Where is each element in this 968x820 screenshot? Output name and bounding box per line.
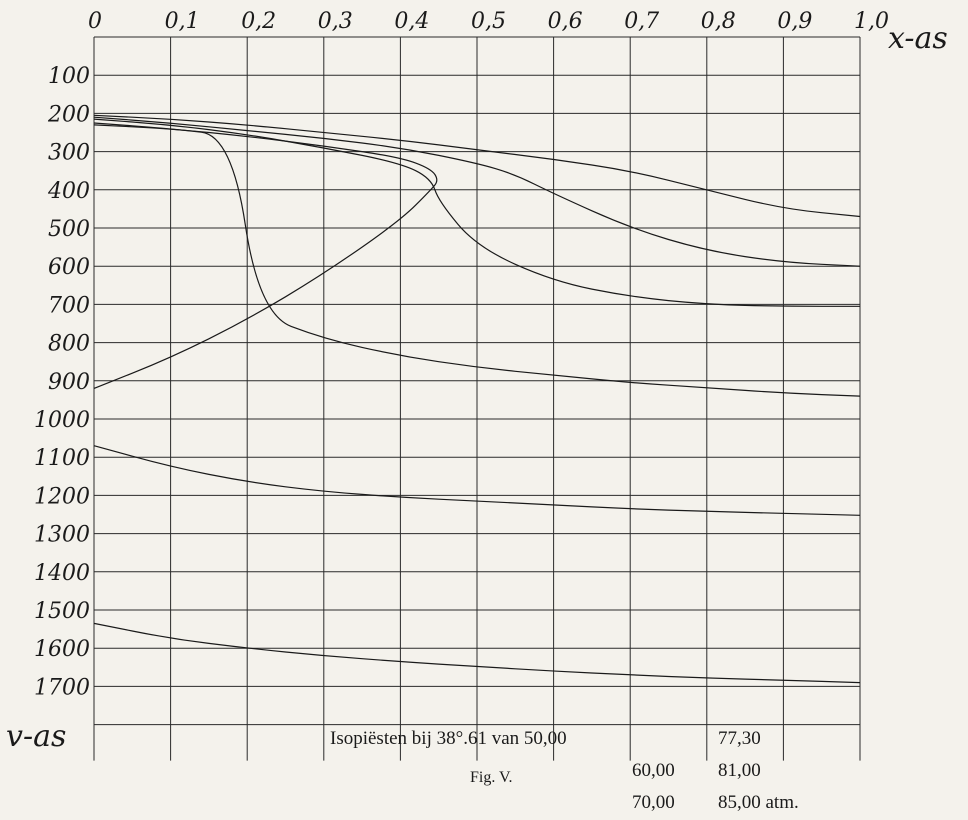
chart-grid: [93, 36, 861, 761]
isopieste-curve-1: [93, 114, 861, 218]
figure-label: Fig. V.: [470, 769, 513, 786]
x-tick-label: 0,7: [624, 9, 659, 34]
y-tick-label: 1200: [34, 484, 90, 509]
y-tick-label: 1100: [34, 446, 90, 471]
y-tick-label: 700: [48, 293, 90, 318]
x-tick-label: 0,5: [471, 9, 506, 34]
isopieste-curve-5: [93, 124, 438, 389]
x-tick-label: 0,6: [548, 9, 583, 34]
x-tick-label: 0,4: [394, 9, 429, 34]
caption-col2-1: 77,30: [718, 728, 761, 749]
y-tick-label: 500: [48, 217, 90, 242]
caption-line-1: Isopiësten bij 38°.61 van 50,00: [330, 728, 567, 749]
caption-col2-2: 81,00: [718, 760, 761, 781]
y-tick-label: 1000: [34, 408, 90, 433]
isopieste-curve-3: [93, 118, 860, 307]
isopieste-curve-2: [93, 116, 861, 267]
y-tick-label: 400: [47, 179, 90, 204]
caption-line-3: 70,00: [632, 792, 675, 813]
caption-col2-3: 85,00 atm.: [718, 792, 799, 813]
x-tick-label: 0,2: [241, 9, 276, 34]
y-tick-label: 800: [48, 332, 90, 357]
y-tick-label: 300: [48, 141, 90, 166]
y-tick-label: 100: [48, 64, 90, 89]
y-axis-label: v-as: [6, 719, 66, 754]
y-tick-label: 900: [48, 370, 90, 395]
isopieste-curve-7: [93, 622, 861, 684]
y-tick-label: 200: [47, 102, 90, 127]
isopieste-curve-6: [93, 445, 861, 516]
y-tick-label: 1700: [34, 675, 90, 700]
caption-line-2: 60,00: [632, 760, 675, 781]
x-tick-label: 0,9: [777, 9, 812, 34]
x-tick-labels: 0 0,1 0,2 0,3 0,4 0,5 0,6 0,7 0,8 0,9 1,0: [88, 9, 889, 34]
x-tick-label: 0: [88, 9, 102, 34]
y-tick-label: 1600: [34, 637, 90, 662]
y-tick-label: 1300: [34, 523, 90, 548]
y-tick-label: 1500: [34, 599, 90, 624]
x-tick-label: 1,0: [854, 9, 889, 34]
x-axis-label: x-as: [888, 21, 948, 56]
chart-curves: [93, 114, 861, 684]
y-tick-labels: 100 200 300 400 500 600 700 800 900 1000 1100 1200 1…: [34, 64, 90, 700]
y-tick-label: 1400: [34, 561, 90, 586]
x-tick-label: 0,1: [165, 9, 200, 34]
x-tick-label: 0,3: [318, 9, 353, 34]
x-tick-label: 0,8: [701, 9, 736, 34]
y-tick-label: 600: [48, 255, 90, 280]
